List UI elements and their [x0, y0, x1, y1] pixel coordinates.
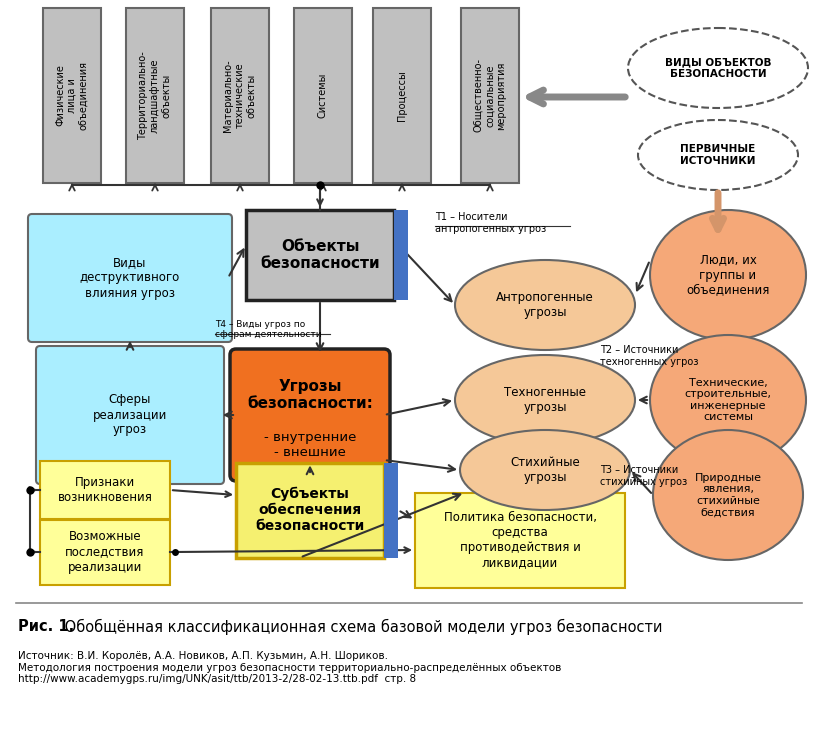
- Bar: [373, 8, 431, 183]
- Text: Субъекты
обеспечения
безопасности: Субъекты обеспечения безопасности: [255, 487, 365, 534]
- Text: Антропогенные
угрозы: Антропогенные угрозы: [497, 291, 594, 319]
- Text: Рис. 1.: Рис. 1.: [18, 619, 74, 634]
- Text: T2 – Источники
техногенных угроз: T2 – Источники техногенных угроз: [600, 345, 699, 367]
- Bar: [294, 8, 352, 183]
- Text: Техногенные
угрозы: Техногенные угрозы: [504, 386, 586, 414]
- Text: Люди, их
группы и
объединения: Люди, их группы и объединения: [686, 254, 770, 297]
- Bar: [415, 493, 625, 588]
- Ellipse shape: [460, 430, 630, 510]
- Text: Территориально-
ландшафтные
объекты: Территориально- ландшафтные объекты: [138, 51, 172, 140]
- Bar: [40, 461, 170, 519]
- Text: Процессы: Процессы: [397, 70, 407, 121]
- FancyBboxPatch shape: [36, 346, 224, 484]
- Text: Природные
явления,
стихийные
бедствия: Природные явления, стихийные бедствия: [694, 472, 762, 518]
- FancyBboxPatch shape: [28, 214, 232, 342]
- Bar: [394, 210, 408, 300]
- Text: Источник: В.И. Королёв, А.А. Новиков, А.П. Кузьмин, А.Н. Шориков.
Методология по: Источник: В.И. Королёв, А.А. Новиков, А.…: [18, 651, 561, 685]
- Bar: [43, 8, 101, 183]
- Bar: [40, 520, 170, 585]
- Text: Сферы
реализации
угроз: Сферы реализации угроз: [92, 394, 167, 437]
- Text: Обобщённая классификационная схема базовой модели угроз безопасности: Обобщённая классификационная схема базов…: [60, 619, 663, 635]
- Bar: [211, 8, 269, 183]
- Bar: [384, 462, 398, 558]
- Ellipse shape: [638, 120, 798, 190]
- Ellipse shape: [650, 335, 806, 465]
- Text: ВИДЫ ОБЪЕКТОВ
БЕЗОПАСНОСТИ: ВИДЫ ОБЪЕКТОВ БЕЗОПАСНОСТИ: [665, 57, 771, 79]
- Text: Угрозы
безопасности:: Угрозы безопасности:: [247, 379, 373, 411]
- Text: ПЕРВИЧНЫЕ
ИСТОЧНИКИ: ПЕРВИЧНЫЕ ИСТОЧНИКИ: [681, 144, 756, 165]
- Bar: [246, 210, 394, 300]
- Text: Признаки
возникновения: Признаки возникновения: [57, 476, 152, 504]
- Text: Материально-
технические
объекты: Материально- технические объекты: [223, 59, 257, 132]
- Text: Возможные
последствия
реализации: Возможные последствия реализации: [65, 531, 145, 574]
- Ellipse shape: [650, 210, 806, 340]
- Ellipse shape: [628, 28, 808, 108]
- Text: Системы: Системы: [318, 73, 328, 118]
- Text: Технические,
строительные,
инженерные
системы: Технические, строительные, инженерные си…: [685, 378, 771, 422]
- Text: Объекты
безопасности: Объекты безопасности: [260, 239, 380, 271]
- Bar: [236, 462, 384, 558]
- Text: Физические
лица и
объединения: Физические лица и объединения: [56, 61, 88, 130]
- Bar: [461, 8, 519, 183]
- Ellipse shape: [455, 355, 635, 445]
- Text: T3 – Источники
стихийных угроз: T3 – Источники стихийных угроз: [600, 465, 687, 486]
- Text: T1 – Носители
антропогенных угроз: T1 – Носители антропогенных угроз: [435, 212, 546, 233]
- FancyBboxPatch shape: [230, 349, 390, 481]
- Text: Общественно-
социальные
мероприятия: Общественно- социальные мероприятия: [474, 58, 506, 133]
- Ellipse shape: [653, 430, 803, 560]
- Text: Т4 – Виды угроз по
сферам деятельности: Т4 – Виды угроз по сферам деятельности: [215, 320, 321, 340]
- Text: Стихийные
угрозы: Стихийные угрозы: [510, 456, 580, 484]
- Ellipse shape: [455, 260, 635, 350]
- Text: Виды
деструктивного
влияния угроз: Виды деструктивного влияния угроз: [80, 257, 180, 300]
- Bar: [126, 8, 184, 183]
- Text: - внутренние
- внешние: - внутренние - внешние: [264, 431, 356, 459]
- Text: Политика безопасности,
средства
противодействия и
ликвидации: Политика безопасности, средства противод…: [443, 511, 596, 569]
